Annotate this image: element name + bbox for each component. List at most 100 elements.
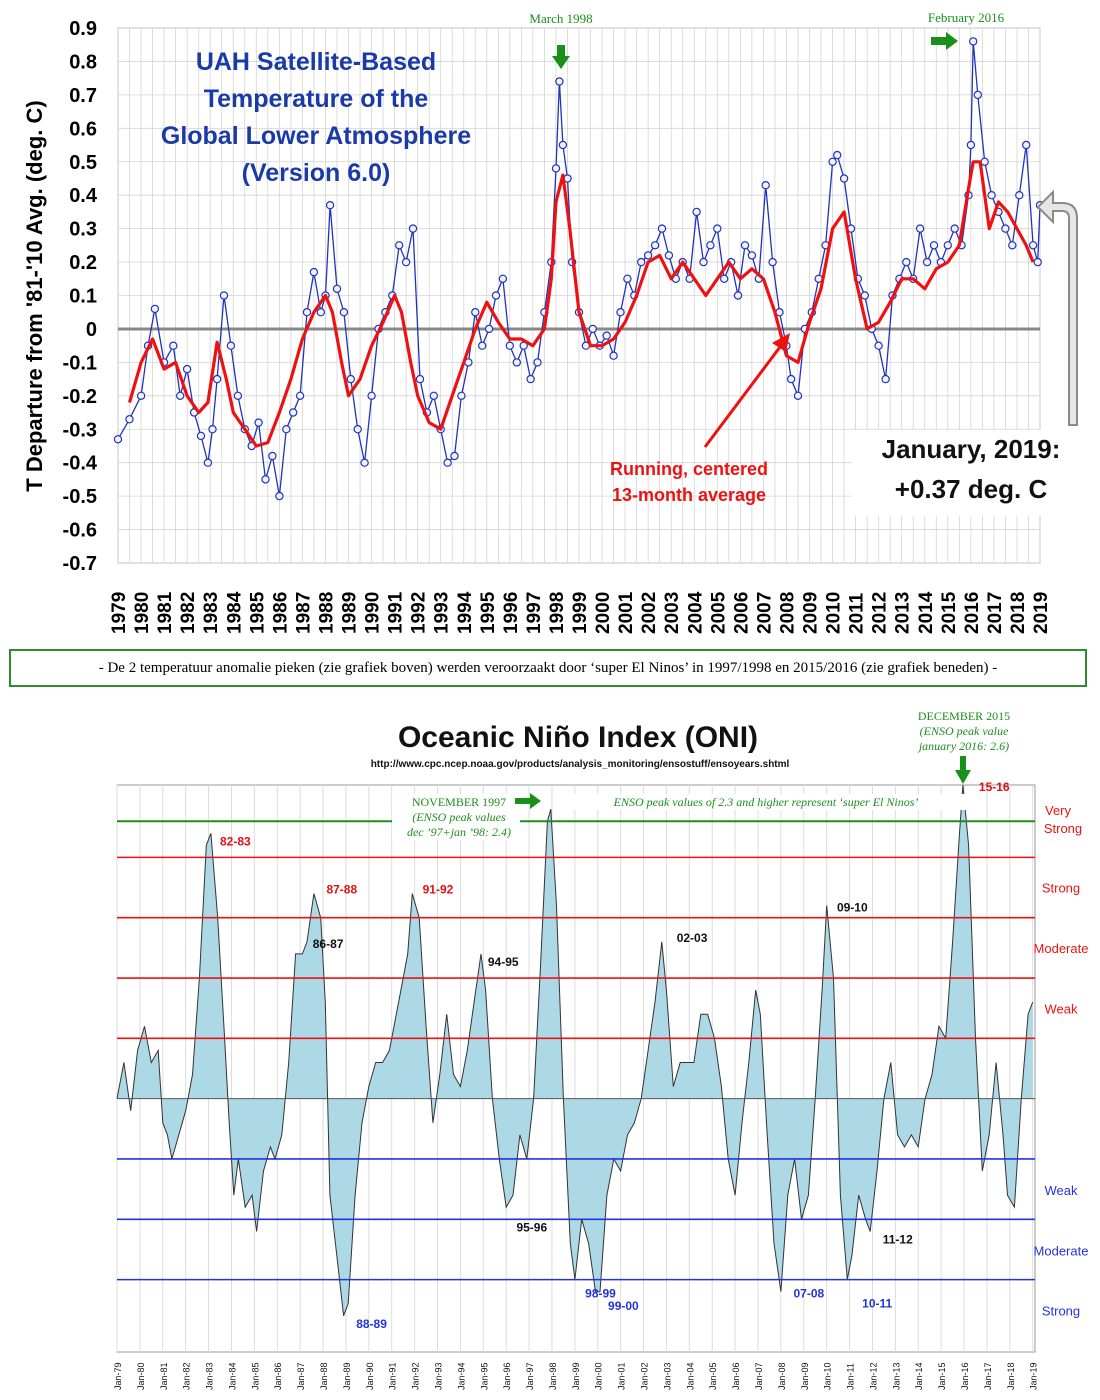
oni-x-tick-label: Jan-80 (136, 1362, 146, 1390)
uah-x-tick-label: 2012 (870, 592, 891, 634)
uah-monthly-point (429, 391, 438, 400)
oni-x-tick-label: Jan-97 (525, 1362, 535, 1390)
uah-x-tick-label: 2006 (731, 592, 752, 634)
uah-monthly-point (302, 308, 312, 317)
uah-monthly-point (325, 200, 335, 210)
dec15-label: DECEMBER 2015 (918, 709, 1010, 723)
uah-monthly-point (203, 458, 213, 467)
uah-monthly-point (588, 324, 598, 334)
oni-x-tick-label: Jan-07 (754, 1362, 764, 1390)
uah-x-tick-label: 2002 (639, 592, 660, 634)
oni-x-tick-label: Jan-11 (846, 1363, 856, 1390)
uah-y-tick-label: 0.1 (69, 286, 97, 308)
uah-monthly-point (733, 291, 743, 300)
uah-title: UAH Satellite-Based Temperature of the G… (161, 48, 471, 187)
uah-monthly-point (699, 257, 708, 267)
uah-monthly-point (484, 324, 494, 334)
oni-x-tick-label: Jan-91 (388, 1362, 398, 1390)
uah-monthly-point (650, 241, 660, 250)
uah-monthly-point (768, 257, 777, 267)
uah-monthly-point (980, 157, 989, 166)
oni-x-tick-label: Jan-13 (891, 1362, 901, 1390)
very-strong-label-1: Very (1045, 803, 1072, 818)
uah-monthly-point (987, 190, 996, 200)
uah-monthly-point (664, 251, 674, 260)
uah-x-tick-label: 1981 (155, 591, 176, 634)
oni-event-label: 10-11 (862, 1296, 892, 1310)
uah-x-tick-label: 2003 (662, 592, 683, 634)
oni-x-tick-label: Jan-02 (640, 1362, 650, 1390)
oni-event-label: 88-89 (356, 1317, 387, 1331)
oni-x-tick-label: Jan-95 (479, 1362, 489, 1390)
uah-monthly-point (1008, 241, 1017, 250)
uah-x-tick-label: 1991 (386, 591, 407, 634)
uah-x-tick-label: 1998 (547, 592, 568, 634)
uah-x-tick-label: 2017 (985, 592, 1006, 634)
oni-event-label: 09-10 (837, 901, 868, 915)
uah-x-tick-label: 2015 (939, 591, 960, 634)
uah-monthly-point (874, 341, 883, 350)
uah-x-tick-label: 1986 (270, 592, 291, 634)
february-2016-arrow-icon (931, 32, 958, 50)
uah-monthly-point (713, 224, 722, 233)
uah-monthly-point (415, 374, 425, 384)
oni-x-tick-label: Jan-15 (937, 1362, 947, 1390)
nov97-note-background (392, 794, 520, 840)
caption-text: - De 2 temperatuur anomalie pieken (zie … (98, 659, 998, 676)
dec15-note-1: (ENSO peak value (920, 724, 1009, 738)
uah-monthly-point (602, 331, 611, 340)
uah-monthly-point (943, 241, 953, 250)
uah-y-tick-label: -0.1 (63, 352, 97, 374)
oni-fill-area (117, 785, 1033, 1316)
uah-x-tick-labels: 1979 1980 1981 1982 1983 1984 1985 1986 1987 1988… (109, 591, 1052, 634)
uah-monthly-point (450, 451, 459, 461)
oni-x-tick-label: Jan-05 (708, 1362, 718, 1390)
uah-x-tick-label: 2010 (824, 592, 845, 634)
uah-title-line-2: Temperature of the (204, 85, 429, 113)
uah-monthly-point (360, 458, 369, 467)
uah-monthly-point (929, 241, 939, 250)
uah-x-tick-label: 2013 (893, 592, 914, 634)
oni-x-tick-label: Jan-88 (319, 1362, 329, 1390)
uah-x-tick-label: 2008 (777, 592, 798, 634)
oni-event-label: 87-88 (326, 883, 357, 897)
uah-monthly-point (346, 374, 355, 384)
oni-x-tick-label: Jan-01 (617, 1362, 627, 1390)
march-1998-arrow-icon (552, 45, 570, 69)
dec15-note-2: january 2016: 2.6) (917, 739, 1009, 753)
latest-value-box (852, 430, 1057, 516)
uah-monthly-point (309, 267, 319, 277)
uah-monthly-point (268, 451, 277, 461)
uah-title-line-1: UAH Satellite-Based (196, 48, 436, 76)
latest-value-line-2: +0.37 deg. C (895, 474, 1048, 504)
oni-x-tick-label: Jan-16 (960, 1362, 970, 1390)
la-nina-threshold-label: Weak (1045, 1183, 1078, 1198)
uah-x-tick-label: 2009 (801, 592, 822, 634)
uah-monthly-point (261, 475, 270, 484)
uah-monthly-point (720, 274, 729, 283)
oni-event-label: 82-83 (220, 834, 251, 848)
uah-monthly-point (196, 431, 206, 441)
oni-event-label: 99-00 (608, 1299, 639, 1313)
la-nina-threshold-label: Strong (1042, 1304, 1080, 1319)
oni-x-tick-label: Jan-18 (1006, 1362, 1016, 1390)
oni-x-tick-label: Jan-00 (594, 1362, 604, 1390)
uah-monthly-point (169, 341, 178, 350)
uah-x-tick-label: 1992 (409, 592, 430, 634)
oni-x-tick-label: Jan-79 (113, 1362, 123, 1390)
uah-x-tick-label: 1987 (293, 592, 314, 634)
uah-monthly-point (616, 308, 625, 317)
oni-x-tick-label: Jan-14 (914, 1362, 924, 1390)
oni-event-label: 11-12 (883, 1232, 913, 1246)
uah-monthly-point (226, 341, 236, 350)
oni-x-tick-label: Jan-83 (205, 1362, 215, 1390)
uah-monthly-point (289, 408, 298, 417)
uah-title-line-3: Global Lower Atmosphere (161, 122, 471, 150)
uah-monthly-point (860, 291, 870, 300)
very-strong-label-2: Strong (1044, 821, 1082, 836)
uah-monthly-point (219, 291, 229, 300)
uah-monthly-point (491, 291, 501, 300)
uah-x-tick-label: 2014 (916, 591, 937, 634)
uah-monthly-point (254, 418, 263, 427)
uah-monthly-point (113, 435, 123, 444)
